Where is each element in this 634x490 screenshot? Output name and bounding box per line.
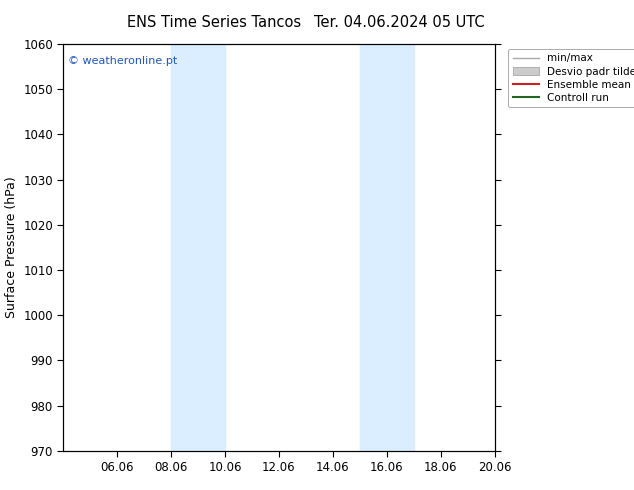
Bar	[359, 44, 413, 451]
Legend: min/max, Desvio padr tilde;o, Ensemble mean run, Controll run: min/max, Desvio padr tilde;o, Ensemble m…	[508, 49, 634, 107]
Bar	[171, 44, 225, 451]
Text: ENS Time Series Tancos: ENS Time Series Tancos	[127, 15, 301, 30]
Y-axis label: Surface Pressure (hPa): Surface Pressure (hPa)	[4, 176, 18, 318]
Text: Ter. 04.06.2024 05 UTC: Ter. 04.06.2024 05 UTC	[314, 15, 485, 30]
Text: © weatheronline.pt: © weatheronline.pt	[68, 56, 177, 66]
